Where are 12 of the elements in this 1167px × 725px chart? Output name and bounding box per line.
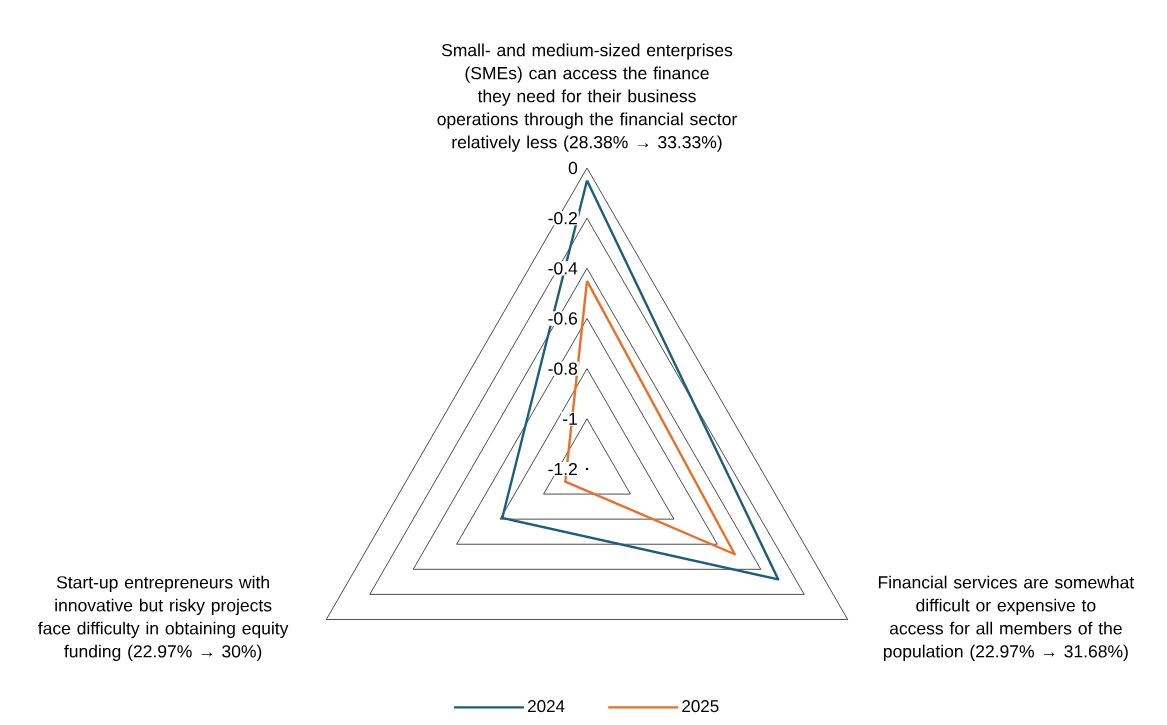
y-tick-label: -1.2	[548, 462, 577, 476]
y-tick-label: -1	[563, 412, 577, 425]
spoke-label: Financial services are somewhat difficult or expensive to access for all members of the population (22.97% → 31.68%)	[878, 575, 1135, 661]
legend-label: 2024	[528, 700, 565, 713]
y-tick-label: -0.8	[548, 362, 578, 375]
y-tick-label: -0.4	[548, 262, 578, 275]
legend-label: 2025	[682, 700, 719, 713]
spoke-label: Small- and medium-sized enterprises (SMEs) can access the finance they need for their business operations through the financial sector relatively less (28.38% → 33.33%)	[437, 43, 737, 152]
y-tick-label: -0.6	[548, 312, 578, 325]
y-tick-label: 0	[568, 161, 578, 175]
spoke-label: Start-up entrepreneurs with innovative but risky projects face difficulty in obtaining equity funding (22.97% → 30%)	[38, 575, 289, 661]
y-tick-label: -0.2	[548, 211, 577, 225]
